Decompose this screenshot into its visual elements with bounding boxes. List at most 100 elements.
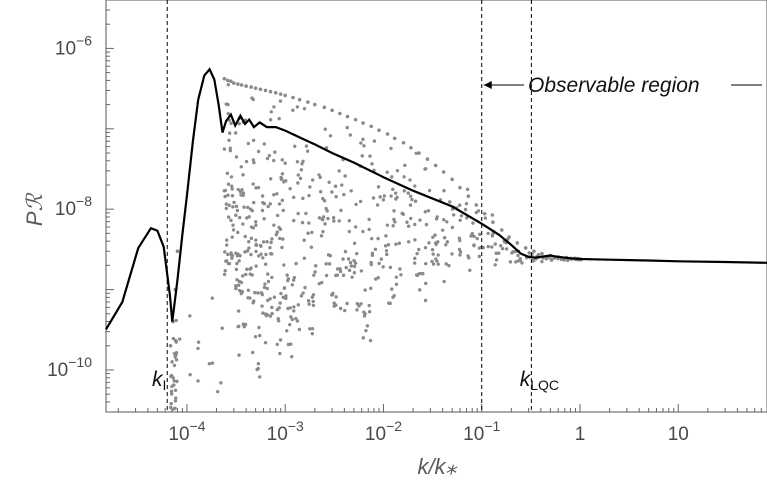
- scatter-point: [246, 205, 250, 210]
- scatter-point: [231, 223, 235, 227]
- scatter-point: [458, 218, 462, 222]
- scatter-point: [344, 265, 348, 270]
- scatter-point: [244, 272, 248, 277]
- scatter-point: [275, 342, 279, 347]
- scatter-point: [261, 256, 265, 260]
- scatter-point: [372, 139, 377, 143]
- scatter-point: [293, 144, 297, 149]
- scatter-point: [239, 165, 243, 169]
- scatter-point: [244, 84, 248, 88]
- scatter-point: [385, 252, 389, 257]
- scatter-point: [523, 246, 528, 250]
- scatter-point: [334, 295, 338, 299]
- scatter-point: [330, 190, 334, 194]
- scatter-point: [328, 253, 332, 258]
- scatter-point: [390, 175, 394, 179]
- scatter-point: [317, 173, 321, 177]
- scatter-point: [317, 216, 322, 220]
- annotation-label: Observable region: [528, 74, 700, 97]
- annotations: Observable region: [483, 74, 762, 97]
- scatter-point: [352, 271, 357, 275]
- scatter-point: [450, 252, 454, 256]
- scatter-point: [417, 247, 421, 252]
- scatter-point: [237, 288, 242, 293]
- scatter-point: [251, 182, 255, 186]
- scatter-point: [171, 376, 175, 380]
- scatter-point: [402, 189, 407, 193]
- scatter-point: [322, 199, 327, 203]
- scatter-point: [251, 158, 256, 162]
- scatter-point: [431, 252, 435, 256]
- scatter-point: [343, 308, 347, 313]
- scatter-point: [408, 203, 413, 207]
- scatter-series: [168, 76, 583, 411]
- scatter-point: [226, 182, 231, 186]
- scatter-point: [401, 140, 406, 145]
- scatter-point: [279, 175, 283, 180]
- scatter-point: [229, 79, 233, 84]
- scatter-point: [279, 291, 283, 296]
- scatter-point: [451, 213, 456, 217]
- scatter-point: [337, 169, 341, 173]
- scatter-point: [418, 218, 422, 222]
- scatter-point: [263, 282, 267, 286]
- scatter-point: [210, 361, 215, 365]
- scatter-point: [368, 338, 373, 343]
- scatter-point: [256, 149, 261, 154]
- scatter-point: [354, 202, 358, 207]
- scatter-point: [434, 242, 438, 247]
- scatter-point: [277, 116, 281, 121]
- scatter-point: [270, 237, 274, 241]
- scatter-point: [256, 362, 261, 366]
- scatter-point: [263, 341, 268, 345]
- scatter-point: [367, 227, 371, 232]
- scatter-point: [275, 230, 279, 234]
- scatter-point: [343, 174, 347, 178]
- scatter-point: [467, 256, 471, 260]
- scatter-point: [246, 288, 251, 292]
- scatter-point: [278, 99, 283, 103]
- scatter-point: [412, 261, 417, 265]
- scatter-point: [415, 251, 419, 256]
- scatter-point: [426, 209, 431, 213]
- scatter-point: [288, 186, 292, 191]
- scatter-point: [424, 222, 429, 227]
- scatter-point: [262, 201, 267, 206]
- scatter-point: [256, 366, 260, 371]
- scatter-point: [497, 251, 501, 255]
- scatter-point: [299, 168, 304, 172]
- scatter-point: [410, 197, 414, 202]
- scatter-point: [308, 185, 312, 189]
- scatter-point: [229, 253, 233, 257]
- scatter-point: [301, 291, 305, 295]
- scatter-point: [236, 82, 240, 86]
- vertical-marker-lines: kI kLQC: [152, 0, 559, 412]
- scatter-point: [262, 142, 266, 146]
- scatter-point: [268, 202, 272, 206]
- scatter-point: [464, 202, 469, 206]
- scatter-point: [493, 242, 497, 246]
- scatter-point: [399, 273, 403, 277]
- scatter-point: [392, 136, 397, 141]
- scatter-point: [483, 216, 488, 220]
- scatter-point: [278, 351, 282, 356]
- scatter-point: [290, 355, 294, 359]
- scatter-point: [256, 185, 261, 190]
- scatter-point: [448, 200, 452, 204]
- scatter-point: [284, 296, 288, 301]
- scatter-point: [304, 144, 309, 148]
- scatter-point: [358, 199, 363, 204]
- scatter-point: [447, 263, 451, 268]
- scatter-point: [355, 308, 359, 312]
- scatter-point: [444, 262, 448, 266]
- scatter-point: [340, 183, 344, 187]
- scatter-point: [270, 311, 274, 316]
- scatter-point: [258, 375, 262, 379]
- x-axis-title: k/k⁎: [417, 454, 457, 479]
- scatter-point: [321, 229, 325, 234]
- scatter-point: [347, 268, 352, 273]
- scatter-point: [241, 222, 245, 226]
- scatter-point: [283, 93, 288, 98]
- scatter-point: [229, 218, 233, 223]
- scatter-point: [565, 258, 570, 263]
